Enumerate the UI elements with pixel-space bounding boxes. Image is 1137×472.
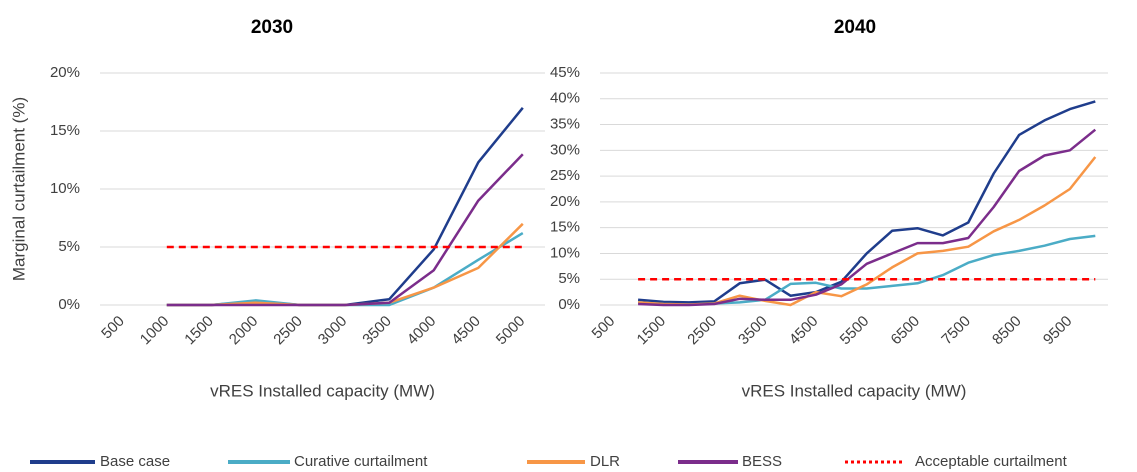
x-tick-label: 8500 [989, 313, 1025, 349]
y-tick-label: 15% [550, 219, 580, 236]
x-tick-label: 3500 [735, 313, 771, 349]
y-tick-label: 5% [558, 270, 580, 287]
x-tick-label: 2000 [226, 313, 262, 349]
x-tick-label: 3500 [359, 313, 395, 349]
y-tick-label: 45% [550, 64, 580, 81]
x-tick-label: 4500 [786, 313, 822, 349]
legend-item: DLR [527, 453, 620, 470]
x-tick-label: 5000 [493, 313, 529, 349]
series-line [638, 128, 1097, 307]
y-tick-label: 25% [550, 167, 580, 184]
y-tick-label: 0% [558, 296, 580, 313]
y-tick-label: 30% [550, 141, 580, 158]
y-tick-label: 35% [550, 116, 580, 133]
x-tick-label: 4000 [404, 313, 440, 349]
x-tick-label: 500 [98, 313, 128, 343]
y-tick-label: 15% [50, 122, 80, 139]
legend-item: Base case [30, 453, 170, 470]
x-tick-label: 3000 [315, 313, 351, 349]
x-axis-title: vRES Installed capacity (MW) [742, 381, 967, 400]
x-tick-label: 2500 [270, 313, 306, 349]
x-tick-label: 4500 [448, 313, 484, 349]
legend-item: BESS [678, 453, 782, 470]
x-tick-label: 2500 [684, 313, 720, 349]
series-line [166, 232, 524, 307]
series-line [637, 100, 1096, 304]
x-tick-label: 500 [589, 313, 619, 343]
series-line [638, 156, 1097, 307]
x-tick-label: 9500 [1040, 313, 1076, 349]
series-line [638, 234, 1096, 306]
y-tick-label: 10% [550, 244, 580, 261]
legend-item: Acceptable curtailment [845, 453, 1068, 470]
y-tick-label: 40% [550, 90, 580, 107]
series-line [166, 107, 524, 307]
legend-label: DLR [590, 453, 620, 470]
x-tick-label: 1500 [634, 313, 670, 349]
y-tick-label: 5% [58, 238, 80, 255]
x-axis-title: vRES Installed capacity (MW) [210, 381, 435, 400]
y-tick-label: 20% [550, 193, 580, 210]
legend-label: Acceptable curtailment [915, 453, 1068, 470]
legend-label: BESS [742, 453, 782, 470]
y-tick-label: 10% [50, 180, 80, 197]
legend-label: Curative curtailment [294, 453, 428, 470]
legend-item: Curative curtailment [228, 453, 428, 470]
x-tick-label: 5500 [837, 313, 873, 349]
x-tick-label: 7500 [938, 313, 974, 349]
x-tick-label: 6500 [888, 313, 924, 349]
y-axis-title: Marginal curtailment (%) [9, 97, 28, 281]
y-tick-label: 20% [50, 64, 80, 81]
series-line [166, 153, 524, 307]
y-tick-label: 0% [58, 296, 80, 313]
x-tick-label: 1500 [181, 313, 217, 349]
x-tick-label: 1000 [137, 313, 173, 349]
chart-title: 2040 [834, 17, 876, 38]
chart-title: 2030 [251, 17, 293, 38]
legend-label: Base case [100, 453, 170, 470]
